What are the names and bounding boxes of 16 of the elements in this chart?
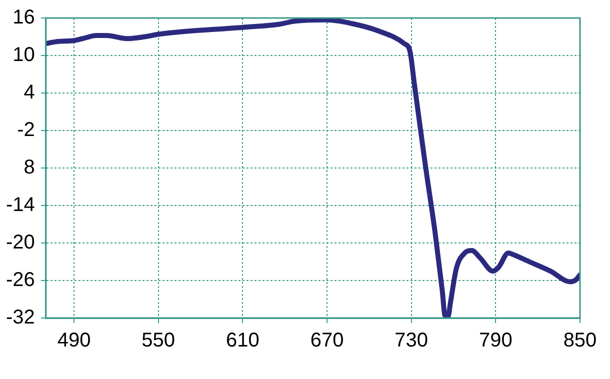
x-tick-label: 610 <box>226 330 260 352</box>
y-tick-label: -26 <box>6 269 35 292</box>
x-tick-label: 670 <box>310 330 344 352</box>
y-tick-label: -2 <box>17 119 35 142</box>
y-tick-label: 4 <box>24 82 35 104</box>
y-tick-label: 10 <box>12 44 35 66</box>
y-tick-label: 8 <box>24 156 35 179</box>
y-tick-label: -20 <box>6 232 35 254</box>
x-tick-label: 730 <box>394 330 428 352</box>
y-tick-label: -14 <box>6 194 35 216</box>
x-tick-label: 490 <box>57 330 91 352</box>
x-tick-label: 790 <box>478 330 512 352</box>
y-tick-label: -32 <box>6 306 35 329</box>
x-tick-label: 850 <box>563 330 597 352</box>
x-tick-label: 550 <box>142 330 176 352</box>
y-tick-label: 16 <box>12 6 35 29</box>
